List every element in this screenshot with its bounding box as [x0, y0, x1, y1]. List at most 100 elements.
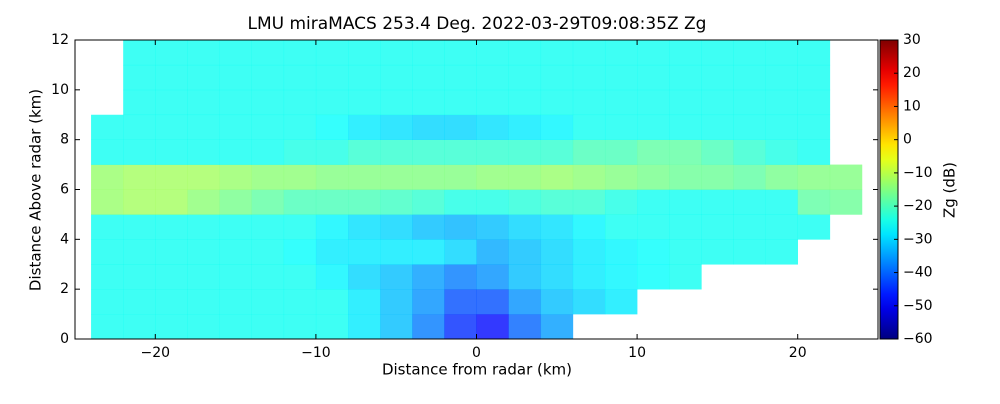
- heatmap-cell: [155, 40, 188, 66]
- heatmap-cell: [540, 264, 574, 290]
- heatmap-cell: [637, 189, 670, 215]
- heatmap-cell: [669, 64, 702, 91]
- heatmap-cell: [315, 189, 349, 215]
- heatmap-cell: [829, 164, 863, 190]
- heatmap-cell: [572, 89, 606, 116]
- heatmap-cell: [123, 289, 156, 315]
- heatmap-cell: [315, 64, 349, 91]
- heatmap-cell: [637, 114, 670, 140]
- heatmap-cell: [540, 239, 574, 265]
- heatmap-cell: [444, 40, 477, 66]
- heatmap-cell: [444, 64, 477, 91]
- heatmap-cell: [669, 264, 702, 290]
- heatmap-cell: [444, 314, 477, 340]
- x-tick-label: −20: [141, 345, 171, 361]
- heatmap-cell: [765, 64, 798, 91]
- heatmap-cell: [155, 314, 188, 340]
- heatmap-cell: [315, 239, 349, 265]
- heatmap-cell: [187, 64, 220, 91]
- heatmap-cell: [219, 239, 252, 265]
- heatmap-cell: [412, 239, 445, 265]
- heatmap-cell: [604, 189, 638, 215]
- heatmap-cell: [572, 289, 606, 315]
- heatmap-cell: [797, 189, 831, 215]
- y-tick-label: 0: [60, 331, 69, 347]
- heatmap-cell: [701, 189, 734, 215]
- y-tick-label: 10: [51, 82, 69, 98]
- heatmap-cell: [380, 139, 413, 165]
- heatmap-cell: [508, 164, 542, 190]
- heatmap-cell: [412, 189, 445, 215]
- heatmap-cell: [380, 314, 413, 340]
- heatmap-cell: [251, 264, 285, 290]
- heatmap-cell: [733, 164, 766, 190]
- heatmap-cell: [444, 164, 477, 190]
- heatmap-cell: [508, 239, 542, 265]
- x-tick-label: 20: [789, 345, 807, 361]
- heatmap-cell: [123, 314, 156, 340]
- heatmap-cell: [733, 189, 766, 215]
- heatmap-cell: [412, 114, 445, 140]
- heatmap-cell: [637, 239, 670, 265]
- heatmap-cell: [733, 114, 766, 140]
- heatmap-cell: [508, 114, 542, 140]
- heatmap-cell: [380, 289, 413, 315]
- heatmap-cell: [219, 214, 252, 240]
- heatmap-cell: [155, 139, 188, 165]
- heatmap-cell: [380, 264, 413, 290]
- heatmap-cell: [155, 64, 188, 91]
- heatmap-cell: [315, 114, 349, 140]
- heatmap-cell: [733, 214, 766, 240]
- heatmap-cell: [315, 89, 349, 116]
- heatmap-cell: [315, 40, 349, 66]
- heatmap-cell: [765, 40, 798, 66]
- heatmap-cell: [540, 289, 574, 315]
- heatmap-cell: [797, 214, 831, 240]
- heatmap-cell: [476, 40, 509, 66]
- heatmap-cell: [348, 189, 381, 215]
- heatmap-cell: [701, 164, 734, 190]
- heatmap-cell: [637, 164, 670, 190]
- heatmap-cell: [572, 264, 606, 290]
- heatmap-cell: [155, 89, 188, 116]
- heatmap-cell: [797, 164, 831, 190]
- heatmap-cell: [604, 214, 638, 240]
- x-tick-label: −10: [301, 345, 331, 361]
- heatmap-cell: [348, 64, 381, 91]
- heatmap-cell: [315, 139, 349, 165]
- heatmap-cell: [315, 289, 349, 315]
- x-axis-label: Distance from radar (km): [382, 361, 572, 379]
- heatmap-cell: [251, 214, 285, 240]
- heatmap-cell: [412, 214, 445, 240]
- heatmap-cell: [251, 114, 285, 140]
- heatmap-cell: [187, 89, 220, 116]
- heatmap-cell: [348, 239, 381, 265]
- heatmap-cell: [701, 64, 734, 91]
- heatmap-cell: [476, 64, 509, 91]
- y-tick-label: 8: [60, 132, 69, 148]
- heatmap-cell: [797, 139, 831, 165]
- heatmap-cell: [540, 314, 574, 340]
- heatmap-cell: [380, 164, 413, 190]
- heatmap-cell: [283, 189, 317, 215]
- heatmap-cell: [187, 164, 220, 190]
- heatmap-cell: [123, 64, 156, 91]
- heatmap-cell: [733, 89, 766, 116]
- heatmap-cell: [123, 264, 156, 290]
- heatmap-cell: [444, 189, 477, 215]
- heatmap-cell: [283, 139, 317, 165]
- heatmap-cell: [669, 89, 702, 116]
- heatmap-cell: [348, 214, 381, 240]
- heatmap-cell: [765, 139, 798, 165]
- heatmap-cell: [444, 214, 477, 240]
- heatmap-cell: [219, 289, 252, 315]
- heatmap-cell: [444, 114, 477, 140]
- heatmap-cell: [348, 114, 381, 140]
- heatmap-cell: [380, 64, 413, 91]
- heatmap-cell: [380, 214, 413, 240]
- heatmap-cell: [155, 114, 188, 140]
- heatmap-cell: [733, 64, 766, 91]
- heatmap-cell: [380, 40, 413, 66]
- heatmap-cell: [701, 114, 734, 140]
- heatmap-cell: [219, 264, 252, 290]
